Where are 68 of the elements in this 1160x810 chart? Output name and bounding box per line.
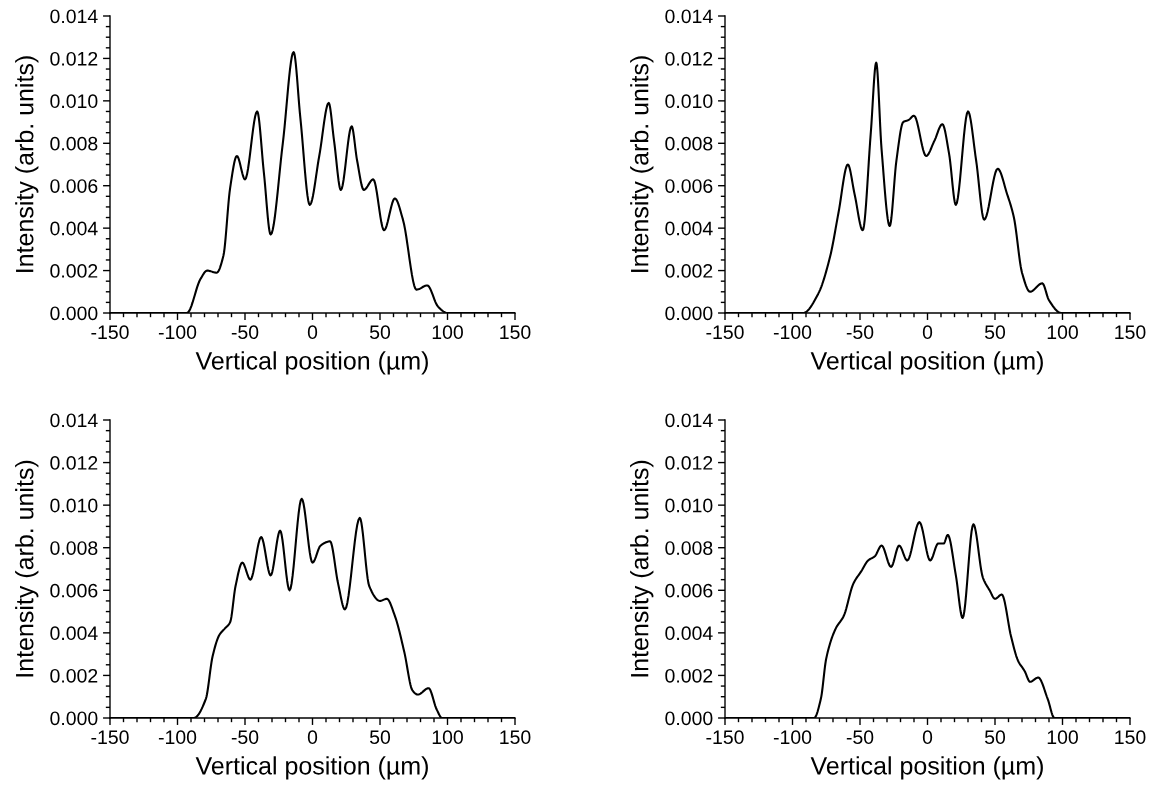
x-tick-label: 50 — [369, 325, 391, 340]
x-tick-label: 50 — [984, 325, 1006, 340]
y-tick-label: 0.006 — [50, 179, 98, 193]
y-tick-label: 0.010 — [665, 498, 713, 513]
y-tick-label: 0.014 — [50, 9, 98, 24]
y-axis-title: Intensity (arb. units) — [15, 460, 39, 677]
y-tick-label: 0.000 — [50, 711, 98, 726]
x-tick-label: -50 — [846, 325, 874, 340]
y-tick-label: 0.008 — [50, 136, 98, 151]
y-tick-label: 0.014 — [665, 413, 713, 428]
x-tick-label: -50 — [231, 325, 259, 340]
y-tick-label: 0.014 — [50, 413, 98, 428]
y-tick-label: 0.010 — [50, 94, 98, 109]
y-tick-label: 0.000 — [50, 306, 98, 321]
x-tick-label: 150 — [500, 325, 531, 340]
x-tick-label: 0 — [922, 730, 933, 745]
y-tick-label: 0.002 — [665, 264, 713, 278]
x-tick-label: 150 — [1115, 730, 1146, 745]
x-tick-label: -150 — [706, 325, 744, 340]
y-tick-label: 0.006 — [665, 179, 713, 193]
x-tick-label: -50 — [231, 730, 259, 745]
x-tick-label: -150 — [91, 325, 129, 340]
y-tick-label: 0.008 — [50, 541, 98, 555]
x-tick-label: 0 — [922, 325, 933, 340]
x-tick-label: -50 — [846, 730, 874, 745]
y-tick-label: 0.006 — [50, 583, 98, 598]
x-tick-label: -100 — [158, 730, 197, 745]
x-tick-label: 50 — [984, 730, 1006, 745]
y-tick-label: 0.012 — [665, 51, 713, 66]
x-axis-title: Vertical position (µm) — [810, 351, 1043, 375]
y-tick-label: 0.008 — [665, 541, 713, 555]
x-axis-title: Vertical position (µm) — [195, 756, 428, 780]
y-tick-label: 0.004 — [665, 626, 713, 641]
y-tick-label: 0.004 — [50, 626, 98, 641]
x-tick-label: 0 — [307, 730, 318, 745]
x-tick-label: 0 — [307, 325, 318, 340]
x-tick-label: -100 — [773, 325, 812, 340]
x-tick-label: 100 — [432, 730, 463, 745]
x-tick-label: -150 — [91, 730, 129, 745]
y-tick-label: 0.002 — [50, 668, 98, 683]
y-tick-label: 0.000 — [665, 711, 713, 726]
x-tick-label: 150 — [1115, 325, 1146, 340]
y-axis-title: Intensity (arb. units) — [630, 56, 654, 272]
y-tick-label: 0.002 — [50, 264, 98, 278]
x-tick-label: -150 — [706, 730, 744, 745]
x-tick-label: -100 — [158, 325, 197, 340]
y-tick-label: 0.004 — [50, 221, 98, 236]
y-tick-label: 0.012 — [50, 456, 98, 470]
y-tick-label: 0.010 — [665, 94, 713, 109]
x-axis-title: Vertical position (µm) — [195, 351, 428, 375]
y-axis-title: Intensity (arb. units) — [15, 56, 39, 272]
x-tick-label: 150 — [500, 730, 531, 745]
x-tick-label: 50 — [369, 730, 391, 745]
y-tick-label: 0.014 — [665, 9, 713, 24]
x-tick-label: 100 — [432, 325, 463, 340]
y-tick-label: 0.000 — [665, 306, 713, 321]
y-tick-label: 0.004 — [665, 221, 713, 236]
y-axis-title: Intensity (arb. units) — [630, 460, 654, 677]
y-tick-label: 0.012 — [50, 51, 98, 66]
y-tick-label: 0.008 — [665, 136, 713, 151]
x-axis-title: Vertical position (µm) — [810, 756, 1043, 780]
x-tick-label: -100 — [773, 730, 812, 745]
y-tick-label: 0.006 — [665, 583, 713, 598]
y-tick-label: 0.010 — [50, 498, 98, 513]
x-tick-label: 100 — [1047, 325, 1078, 340]
x-tick-label: 100 — [1047, 730, 1078, 745]
y-tick-label: 0.002 — [665, 668, 713, 683]
y-tick-label: 0.012 — [665, 456, 713, 470]
